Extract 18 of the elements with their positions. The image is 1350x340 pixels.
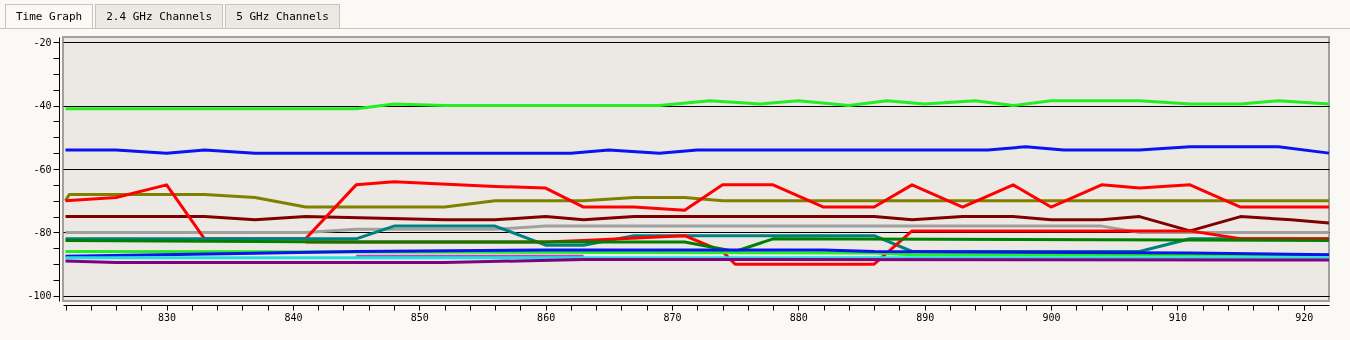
- y-tick-label: -40: [33, 100, 52, 112]
- text: 5 GHz Channels: [225, 4, 340, 28]
- x-tick-label: 830: [158, 311, 177, 323]
- x-tick-label: 900: [1042, 311, 1061, 323]
- y-tick-label: -60: [33, 163, 52, 175]
- x-tick-label: 920: [1295, 311, 1314, 323]
- x-tick-label: 840: [284, 311, 303, 323]
- text: Time Graph: [5, 4, 94, 28]
- x-tick-label: 880: [789, 311, 808, 323]
- text: 2.4 GHz Channels: [95, 4, 224, 28]
- x-tick-label: 870: [663, 311, 682, 323]
- y-tick-label: -20: [33, 36, 52, 48]
- x-tick-label: 910: [1168, 311, 1187, 323]
- x-tick-label: 850: [410, 311, 429, 323]
- x-tick-label: 890: [916, 311, 935, 323]
- x-tick-label: 860: [537, 311, 556, 323]
- y-tick-label: -100: [27, 290, 52, 302]
- y-tick-label: -80: [33, 226, 52, 238]
